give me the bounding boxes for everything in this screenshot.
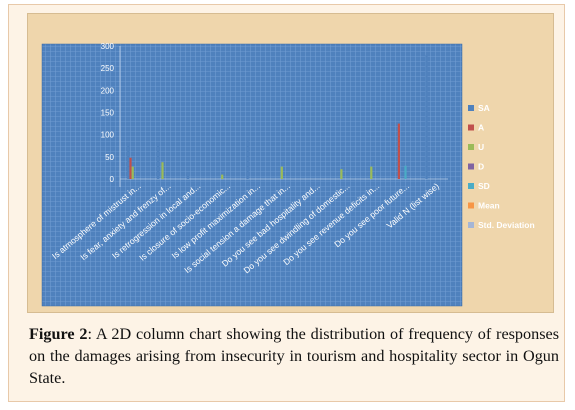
bar-sa	[186, 173, 189, 179]
bar-u	[221, 174, 224, 179]
y-tick-label: 50	[105, 153, 114, 162]
legend-swatch	[468, 124, 474, 131]
legend-label: A	[478, 123, 484, 133]
y-tick-label: 250	[101, 64, 115, 73]
bar-u	[161, 162, 164, 179]
caption-label: Figure	[29, 325, 75, 343]
legend-swatch	[468, 163, 474, 170]
legend-label: Mean	[478, 201, 500, 211]
bar-a	[129, 157, 132, 179]
bar-a	[397, 123, 400, 179]
y-tick-label: 100	[101, 131, 115, 140]
figure-caption: Figure 2: A 2D column chart showing the …	[29, 323, 559, 389]
chart-panel: 0 50 100 150 200 250 300 Is atmosphere of mist…	[27, 13, 554, 313]
y-tick-label: 200	[101, 86, 115, 95]
plot-area	[41, 43, 463, 307]
figure-frame: 0 50 100 150 200 250 300 Is atmosphere of mist…	[8, 4, 565, 402]
legend-label: U	[478, 142, 484, 152]
bar-sa	[246, 141, 249, 179]
legend-label: SD	[478, 181, 490, 191]
bar-sa	[127, 144, 130, 179]
bar-sd	[404, 165, 407, 179]
legend-swatch	[468, 202, 474, 209]
y-tick-label: 0	[110, 175, 115, 184]
caption-number: 2	[74, 325, 88, 343]
y-tick-label: 150	[101, 109, 115, 118]
bar-u	[131, 166, 134, 179]
legend-swatch	[468, 222, 474, 228]
caption-text: : A 2D column chart showing the distribu…	[29, 325, 559, 387]
bar-sa	[157, 144, 160, 179]
legend-swatch	[468, 183, 474, 189]
legend-label: Std. Deviation	[478, 220, 535, 230]
y-tick-label: 300	[101, 42, 115, 51]
legend-swatch	[468, 144, 474, 150]
legend-label: SA	[478, 103, 490, 113]
bar-u	[340, 169, 343, 179]
legend-swatch	[468, 105, 474, 111]
bar-u	[370, 166, 373, 179]
legend-label: D	[478, 162, 484, 172]
bar-u	[280, 166, 283, 179]
bar-sa	[425, 54, 428, 179]
